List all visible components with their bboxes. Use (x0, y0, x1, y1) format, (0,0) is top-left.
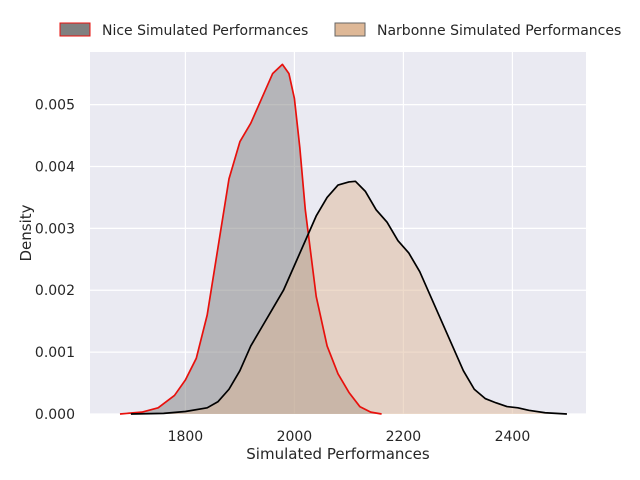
y-tick-label-5: 0.005 (35, 98, 75, 114)
legend-swatch-narbonne (334, 22, 366, 37)
density-line-0 (119, 63, 382, 415)
density-line-1 (130, 180, 567, 415)
legend-label-narbonne: Narbonne Simulated Performances (377, 23, 621, 39)
y-axis-label: Density (17, 204, 35, 261)
density-lines (119, 63, 567, 415)
legend-swatch-nice (59, 22, 91, 37)
x-axis-label: Simulated Performances (246, 445, 430, 463)
y-tick-label-3: 0.003 (35, 221, 75, 237)
y-tick-label-2: 0.002 (35, 283, 75, 299)
y-tick-label-4: 0.004 (35, 159, 75, 175)
legend-label-nice: Nice Simulated Performances (102, 23, 308, 39)
y-tick-label-1: 0.001 (35, 345, 75, 361)
x-tick-label-2: 2200 (386, 429, 422, 445)
density-area-1 (130, 181, 567, 414)
x-axis-ticks: 1800 2000 2200 2400 (168, 429, 531, 445)
x-tick-label-0: 1800 (168, 429, 204, 445)
legend: Nice Simulated Performances Narbonne Sim… (59, 22, 621, 39)
y-tick-label-0: 0.000 (35, 407, 75, 423)
density-areas (119, 64, 567, 414)
y-axis-ticks: 0.000 0.001 0.002 0.003 0.004 0.005 (35, 98, 75, 423)
x-tick-label-1: 2000 (277, 429, 313, 445)
x-tick-label-3: 2400 (495, 429, 531, 445)
